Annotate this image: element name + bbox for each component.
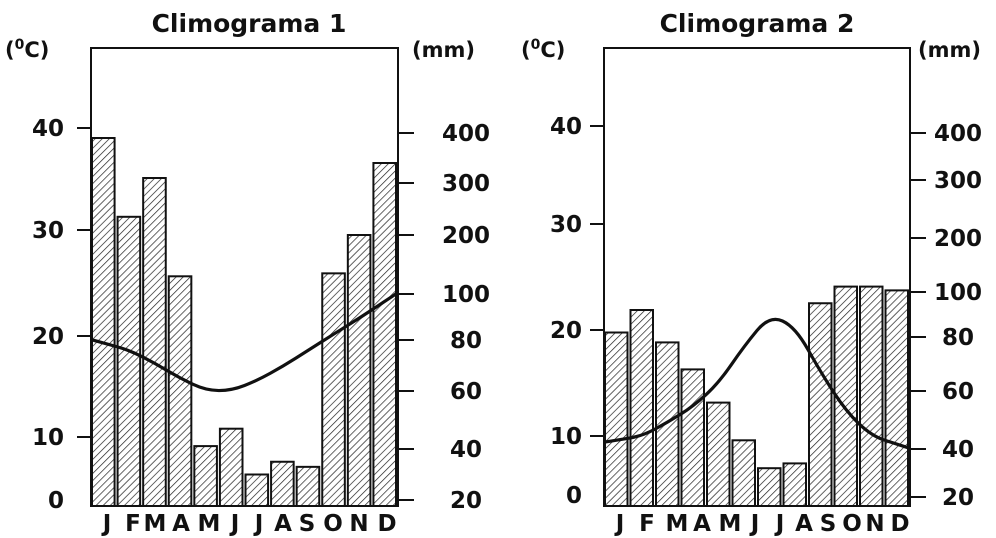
precipitation-bar [859,285,884,507]
left-tick-label: 20 [32,324,64,350]
precipitation-bar [346,234,372,507]
precipitation-bar [167,275,193,507]
month-label: S [820,511,837,537]
right-axis-unit: (mm) [918,38,981,62]
month-label: S [299,511,316,537]
precipitation-bar [218,427,244,508]
precipitation-bar [295,465,321,508]
month-label: N [349,511,368,537]
right-tick-label: 40 [450,437,482,463]
month-label: D [890,511,909,537]
precipitation-bar [757,467,782,508]
right-tick-label: 100 [934,280,982,306]
chart-title: Climograma 1 [152,9,347,38]
right-tick-label: 300 [442,171,490,197]
month-label: M [719,511,742,537]
right-tick-label: 400 [934,121,982,147]
right-tick-label: 80 [942,325,974,351]
right-tick-label: 200 [442,223,490,249]
month-label: A [693,511,711,537]
month-label: J [229,511,240,537]
precipitation-bar [680,368,705,507]
right-tick-label: 20 [942,485,974,511]
month-label: J [749,511,760,537]
right-tick-label: 60 [450,379,482,405]
left-tick-label: 30 [32,218,64,244]
right-tick-label: 20 [450,488,482,514]
month-label: M [144,511,167,537]
left-tick-label: 0 [48,488,64,514]
precipitation-bar [116,215,142,508]
month-label: N [865,511,884,537]
temperature-line [90,291,399,393]
plot-frame [603,47,911,507]
right-tick-label: 200 [934,226,982,252]
precipitation-bar [731,439,756,507]
right-tick-label: 400 [442,121,490,147]
month-label: O [842,511,862,537]
month-label: A [172,511,190,537]
temperature-line [603,317,911,450]
left-tick-label: 30 [550,212,582,238]
month-label: J [101,511,112,537]
precipitation-bar [629,309,654,507]
month-label: F [639,511,655,537]
right-tick-label: 40 [942,437,974,463]
chart-title: Climograma 2 [660,9,855,38]
precipitation-bar [321,272,346,507]
left-tick-label: 10 [550,424,582,450]
right-tick-label: 60 [942,379,974,405]
month-label: J [253,511,264,537]
precipitation-bar [655,341,680,507]
left-tick-label: 40 [550,114,582,140]
precipitation-bar [782,462,807,507]
right-tick-label: 100 [442,282,490,308]
left-axis-unit: (0C) [5,37,49,62]
precipitation-bar [884,289,909,507]
left-tick-label: 10 [32,425,64,451]
month-label: O [323,511,343,537]
month-label: D [377,511,396,537]
month-label: F [125,511,141,537]
left-axis-unit: (0C) [521,37,565,62]
precipitation-bar [372,162,397,507]
precipitation-bar [193,445,218,508]
month-label: J [614,511,625,537]
month-label: M [666,511,689,537]
left-tick-label: 20 [550,318,582,344]
right-axis-unit: (mm) [412,38,475,62]
precipitation-bar [270,460,295,507]
right-tick-label: 300 [934,168,982,194]
month-label: M [198,511,221,537]
plot-frame [90,47,399,507]
precipitation-bar [604,331,629,507]
month-label: J [774,511,785,537]
month-label: A [274,511,292,537]
left-tick-label: 40 [32,116,64,142]
month-label: A [795,511,813,537]
precipitation-bar [142,177,167,507]
left-tick-label: 0 [566,483,582,509]
right-tick-label: 80 [450,328,482,354]
precipitation-bar [244,473,270,507]
precipitation-bar [808,302,833,507]
precipitation-bar [706,401,731,508]
precipitation-bar [91,137,116,507]
